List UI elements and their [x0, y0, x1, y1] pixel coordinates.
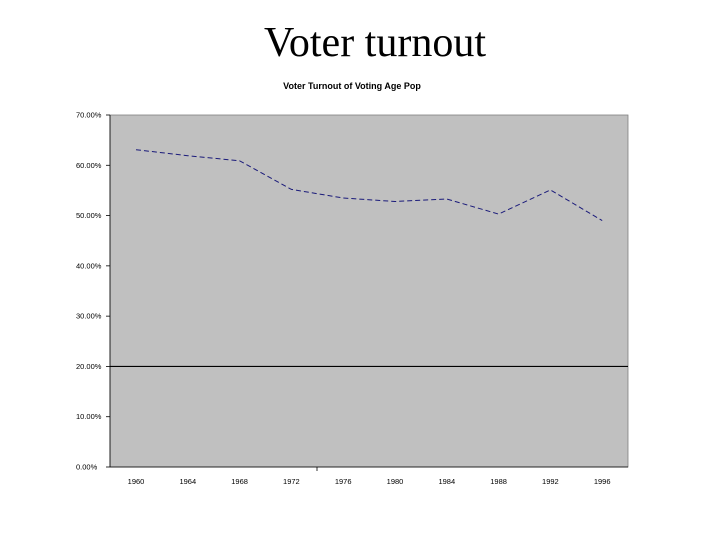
y-tick-label: 10.00% — [76, 412, 102, 421]
y-tick-label: 50.00% — [76, 211, 102, 220]
chart-title: Voter Turnout of Voting Age Pop — [283, 81, 421, 91]
y-tick-label: 20.00% — [76, 362, 102, 371]
x-tick-label: 1992 — [542, 477, 559, 486]
x-tick-label: 1988 — [490, 477, 507, 486]
x-tick-label: 1980 — [387, 477, 404, 486]
x-tick-label: 1972 — [283, 477, 300, 486]
x-tick-label: 1984 — [438, 477, 455, 486]
y-tick-label: 40.00% — [76, 261, 102, 270]
y-axis: 0.00% 10.00% 20.00% 30.00% 40.00% 50.00% 60.00… — [76, 111, 111, 472]
x-tick-label: 1964 — [179, 477, 196, 486]
x-tick-label: 1960 — [128, 477, 145, 486]
x-tick-label: 1996 — [594, 477, 611, 486]
y-tick-label: 30.00% — [76, 312, 102, 321]
series-line — [135, 149, 603, 222]
y-tick-label: 0.00% — [76, 463, 98, 472]
slide-title: Voter turnout — [263, 20, 487, 66]
x-axis: 1960 1964 1968 1972 1976 1980 1984 1988 1992 1996 — [110, 466, 628, 486]
x-tick-label: 1968 — [231, 477, 248, 486]
plot-area — [109, 114, 629, 468]
y-tick-label: 60.00% — [76, 161, 102, 170]
x-tick-label: 1976 — [335, 477, 352, 486]
y-tick-label: 70.00% — [76, 111, 102, 120]
